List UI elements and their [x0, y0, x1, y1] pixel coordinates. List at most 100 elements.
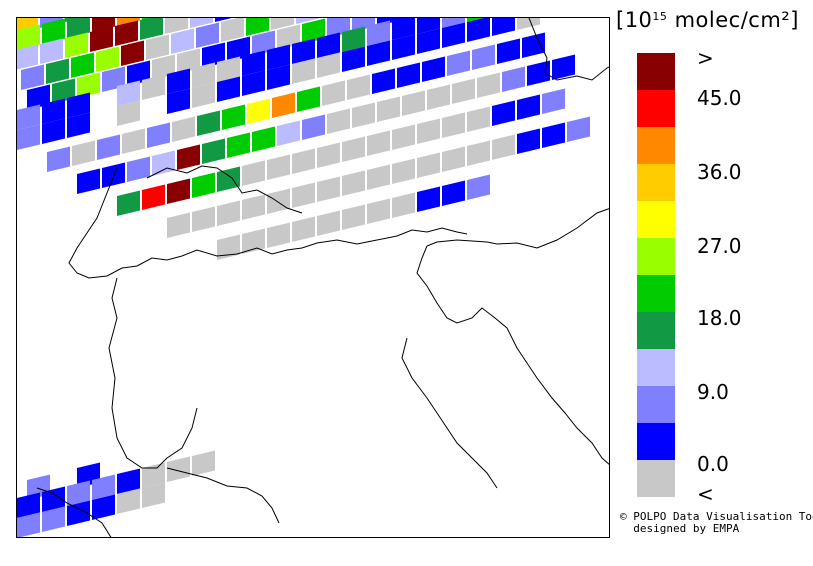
satellite-pixel: [242, 160, 265, 186]
satellite-pixel: [222, 104, 245, 130]
border-ch-it: [108, 277, 198, 469]
legend-swatch: [637, 423, 675, 460]
legend-swatch: [637, 349, 675, 386]
border-east: [426, 208, 609, 249]
satellite-pixel: [42, 506, 65, 532]
satellite-pixel: [77, 72, 100, 98]
satellite-pixel: [417, 186, 440, 212]
satellite-pixel: [442, 18, 465, 28]
satellite-pixel: [467, 174, 490, 200]
satellite-pixel: [467, 106, 490, 132]
legend-swatch: [637, 238, 675, 275]
satellite-pixel: [92, 494, 115, 520]
satellite-pixel: [392, 34, 415, 60]
satellite-pixel: [502, 66, 525, 92]
satellite-pixel: [552, 54, 575, 80]
satellite-pixel: [492, 100, 515, 126]
satellite-pixel: [67, 18, 90, 38]
satellite-pixel: [472, 44, 495, 70]
legend-swatch: [637, 53, 675, 90]
legend-label: 9.0: [697, 380, 729, 404]
satellite-pixel: [317, 176, 340, 202]
satellite-pixel: [342, 136, 365, 162]
legend-label: 27.0: [697, 234, 742, 258]
satellite-pixel: [347, 74, 370, 100]
satellite-pixel: [302, 114, 325, 140]
satellite-pixel: [171, 28, 194, 54]
satellite-pixel: [342, 46, 365, 72]
satellite-pixel: [317, 142, 340, 168]
satellite-pixel: [117, 18, 140, 26]
credit-text: © POLPO Data Visualisation Tool designed…: [620, 511, 813, 535]
map-canvas: [17, 18, 609, 537]
satellite-pixel: [67, 112, 90, 138]
satellite-pixel: [147, 122, 170, 148]
satellite-pixel: [527, 60, 550, 86]
satellite-pixel: [397, 62, 420, 88]
satellite-pixel: [567, 116, 590, 142]
satellite-pixel: [242, 194, 265, 220]
legend-label: >: [697, 46, 714, 70]
satellite-pixel-layer: [17, 18, 590, 537]
satellite-pixel: [442, 180, 465, 206]
satellite-pixel: [492, 18, 515, 36]
country-borders-layer: [36, 18, 609, 537]
satellite-pixel: [167, 88, 190, 114]
border-france: [36, 487, 112, 537]
satellite-pixel: [442, 112, 465, 138]
satellite-pixel: [292, 182, 315, 208]
satellite-pixel: [46, 58, 69, 84]
satellite-pixel: [140, 18, 163, 40]
satellite-pixel: [267, 188, 290, 214]
legend-swatch: [637, 460, 675, 497]
satellite-pixel: [65, 32, 88, 58]
satellite-pixel: [72, 140, 95, 166]
satellite-pixel: [202, 138, 225, 164]
satellite-pixel: [17, 44, 38, 70]
satellite-pixel: [467, 18, 490, 42]
legend-unit-rest: molec/cm²]: [667, 8, 799, 32]
satellite-pixel: [47, 146, 70, 172]
satellite-pixel: [67, 92, 90, 118]
credit-line-2: designed by EMPA: [620, 522, 740, 535]
satellite-pixel: [17, 124, 40, 150]
legend-swatch: [637, 312, 675, 349]
satellite-pixel: [271, 18, 294, 30]
credit-line-1: © POLPO Data Visualisation Tool: [620, 510, 813, 523]
satellite-pixel: [217, 56, 240, 82]
satellite-pixel: [242, 228, 265, 254]
coast-adriatic: [416, 245, 609, 465]
satellite-pixel: [367, 198, 390, 224]
satellite-pixel: [142, 462, 165, 488]
satellite-pixel: [522, 32, 545, 58]
legend-label: 36.0: [697, 160, 742, 184]
satellite-pixel: [117, 468, 140, 494]
satellite-pixel: [192, 450, 215, 476]
satellite-pixel: [442, 146, 465, 172]
satellite-pixel: [192, 172, 215, 198]
satellite-pixel: [292, 216, 315, 242]
satellite-pixel: [217, 166, 240, 192]
satellite-pixel: [215, 18, 232, 22]
satellite-pixel: [492, 134, 515, 160]
satellite-pixel: [97, 134, 120, 160]
satellite-pixel: [17, 512, 40, 537]
satellite-pixel: [102, 162, 125, 188]
coast-ligurian: [166, 467, 280, 524]
satellite-pixel: [77, 168, 100, 194]
satellite-pixel: [392, 158, 415, 184]
satellite-pixel: [121, 40, 144, 66]
satellite-pixel: [117, 80, 140, 106]
satellite-pixel: [317, 210, 340, 236]
legend-unit-label: [1015 molec/cm²]: [616, 8, 799, 32]
satellite-pixel: [467, 140, 490, 166]
satellite-pixel: [217, 200, 240, 226]
satellite-pixel: [17, 24, 40, 50]
satellite-pixel: [167, 212, 190, 238]
border-alps: [68, 167, 468, 279]
satellite-pixel: [42, 98, 65, 124]
satellite-pixel: [292, 38, 315, 64]
satellite-pixel: [117, 100, 140, 126]
satellite-pixel: [327, 108, 350, 134]
satellite-pixel: [172, 116, 195, 142]
